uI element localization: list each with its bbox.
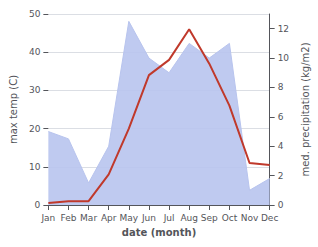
svg-text:10: 10 bbox=[278, 53, 290, 63]
svg-text:50: 50 bbox=[29, 9, 41, 19]
svg-text:8: 8 bbox=[278, 82, 284, 92]
svg-text:2: 2 bbox=[278, 171, 284, 181]
svg-text:Apr: Apr bbox=[101, 213, 117, 223]
svg-text:Oct: Oct bbox=[222, 213, 238, 223]
svg-text:40: 40 bbox=[29, 47, 41, 57]
svg-text:date (month): date (month) bbox=[122, 227, 196, 238]
svg-text:0: 0 bbox=[35, 200, 41, 210]
svg-text:Sep: Sep bbox=[201, 213, 218, 223]
svg-text:Dec: Dec bbox=[261, 213, 278, 223]
svg-text:Jul: Jul bbox=[163, 213, 175, 223]
svg-text:Jun: Jun bbox=[141, 213, 156, 223]
svg-text:30: 30 bbox=[29, 85, 41, 95]
svg-text:Nov: Nov bbox=[241, 213, 259, 223]
svg-text:10: 10 bbox=[29, 162, 41, 172]
svg-text:12: 12 bbox=[278, 24, 289, 34]
svg-text:20: 20 bbox=[29, 124, 41, 134]
svg-text:Aug: Aug bbox=[180, 213, 198, 223]
svg-text:Jan: Jan bbox=[40, 213, 55, 223]
svg-text:4: 4 bbox=[278, 141, 284, 151]
svg-text:Feb: Feb bbox=[61, 213, 77, 223]
svg-text:med. precipitation (kg/m2): med. precipitation (kg/m2) bbox=[300, 42, 311, 176]
svg-text:May: May bbox=[120, 213, 139, 223]
svg-text:6: 6 bbox=[278, 112, 284, 122]
svg-text:max temp (C): max temp (C) bbox=[8, 75, 19, 144]
svg-text:0: 0 bbox=[278, 200, 284, 210]
svg-text:Mar: Mar bbox=[80, 213, 97, 223]
